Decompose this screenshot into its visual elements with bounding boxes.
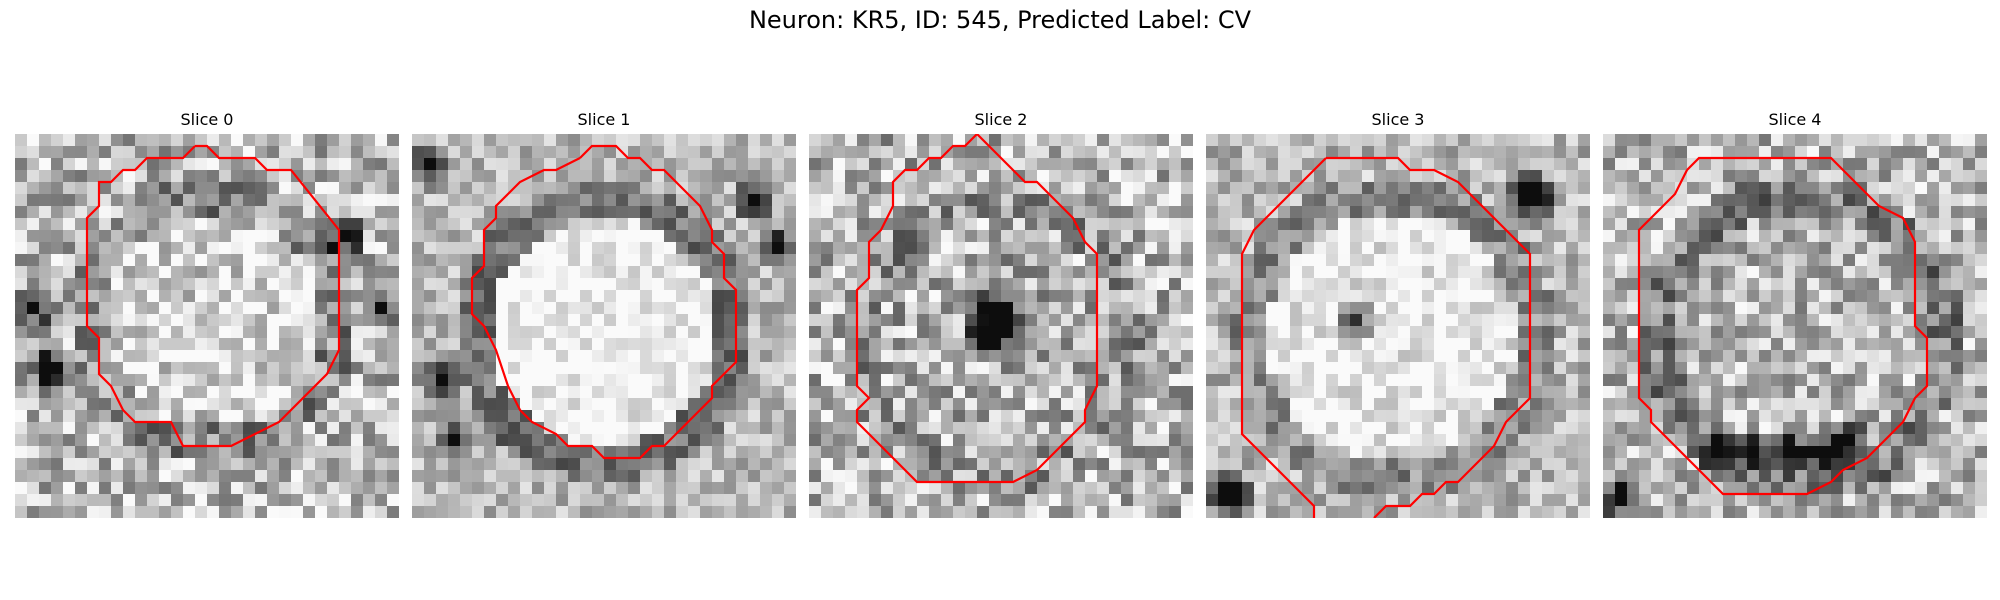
segmentation-contour (1326, 156, 1532, 518)
slice-image (1206, 134, 1590, 518)
segmentation-contour (470, 144, 738, 460)
slice-panel: Slice 4 (1603, 106, 1987, 518)
slice-panel: Slice 3 (1206, 106, 1590, 518)
slice-title: Slice 0 (180, 110, 234, 129)
slice-panel: Slice 0 (15, 106, 399, 518)
slice-image (15, 134, 399, 518)
grayscale-pixel-grid (1603, 134, 1987, 518)
slice-image (809, 134, 1193, 518)
segmentation-contour (855, 134, 1099, 484)
grayscale-pixel-grid (809, 134, 1193, 518)
slice-image (1603, 134, 1987, 518)
slice-title: Slice 4 (1768, 110, 1822, 129)
grayscale-pixel-grid (1206, 134, 1590, 518)
grayscale-pixel-grid (15, 134, 399, 518)
slice-title: Slice 3 (1371, 110, 1425, 129)
segmentation-contour (1637, 156, 1929, 496)
slice-title: Slice 1 (577, 110, 631, 129)
slice-panel: Slice 1 (412, 106, 796, 518)
slice-image (412, 134, 796, 518)
slice-panel: Slice 2 (809, 106, 1193, 518)
grayscale-pixel-grid (412, 134, 796, 518)
segmentation-contour (1240, 157, 1327, 518)
slice-title: Slice 2 (974, 110, 1028, 129)
figure-title: Neuron: KR5, ID: 545, Predicted Label: C… (748, 6, 1252, 34)
segmentation-contour (85, 144, 341, 448)
